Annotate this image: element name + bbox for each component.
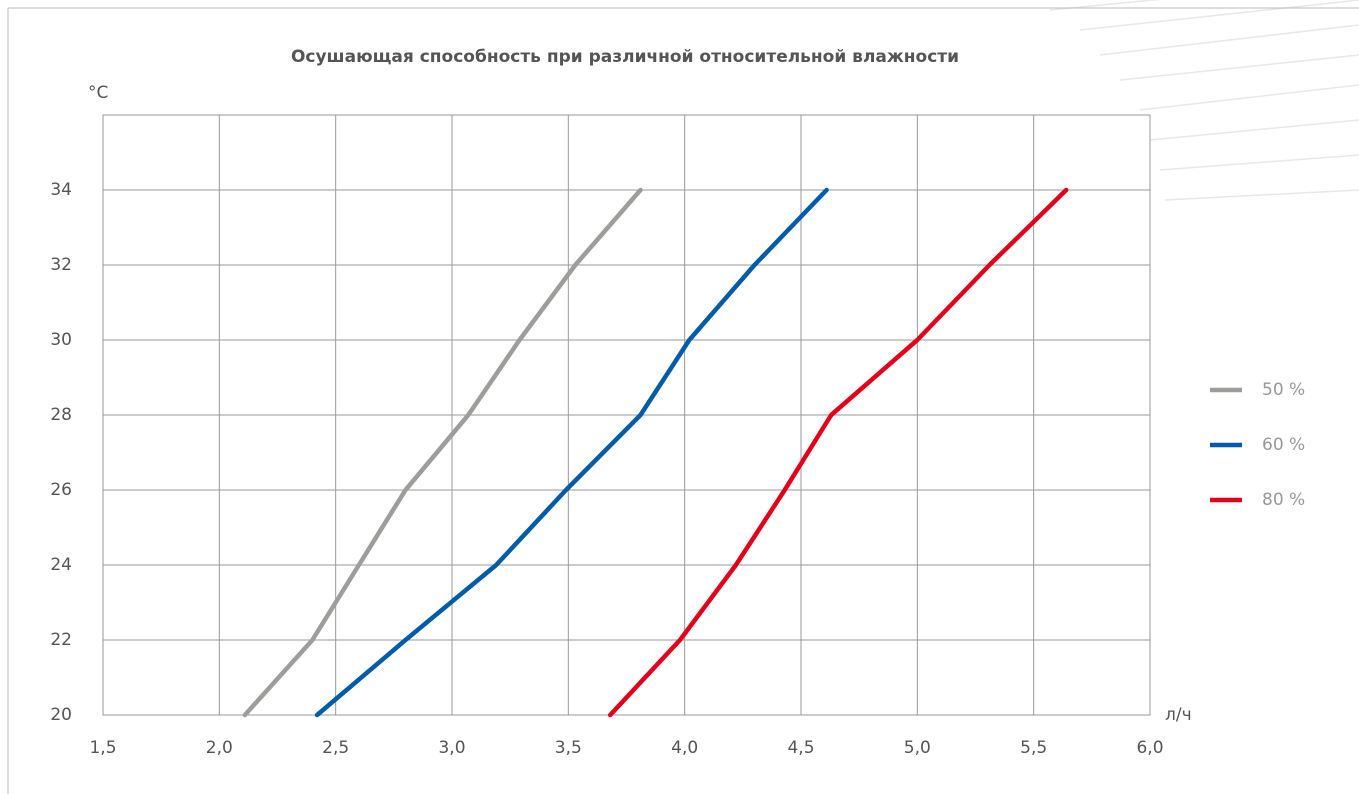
line	[242, 187, 643, 718]
x-tick-label: 4,0	[671, 738, 698, 758]
y-tick-label: 30	[50, 330, 72, 350]
y-tick-label: 34	[50, 180, 72, 200]
x-tick-label: 6,0	[1136, 738, 1163, 758]
line	[314, 187, 829, 718]
line	[607, 187, 1069, 718]
y-tick-label: 28	[50, 405, 72, 425]
chart-title: Осушающая способность при различной отно…	[291, 47, 959, 67]
y-tick-label: 20	[50, 705, 72, 725]
x-tick-label: 2,0	[206, 738, 233, 758]
y-tick-label: 26	[50, 480, 72, 500]
x-tick-label: 3,5	[555, 738, 582, 758]
x-tick-label: 2,5	[322, 738, 349, 758]
y-axis-label: °C	[88, 83, 108, 103]
y-tick-label: 24	[50, 555, 72, 575]
x-tick-label: 5,0	[904, 738, 931, 758]
x-tick-label: 1,5	[89, 738, 116, 758]
y-tick-label: 22	[50, 630, 72, 650]
x-axis-label: л/ч	[1165, 705, 1192, 725]
decoration	[1049, 0, 1359, 201]
legend-label: 60 %	[1262, 435, 1305, 455]
x-tick-label: 3,0	[438, 738, 465, 758]
y-tick-label: 32	[50, 255, 72, 275]
legend-label: 80 %	[1262, 490, 1305, 510]
x-tick-label: 5,5	[1020, 738, 1047, 758]
legend-label: 50 %	[1262, 380, 1305, 400]
x-tick-label: 4,5	[787, 738, 814, 758]
